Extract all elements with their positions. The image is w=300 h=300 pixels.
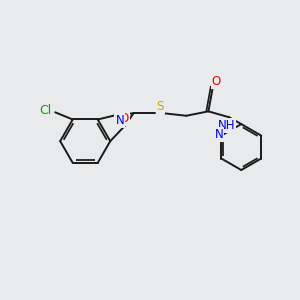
Text: Cl: Cl xyxy=(40,104,52,117)
Text: N: N xyxy=(215,128,224,141)
Text: O: O xyxy=(119,112,129,125)
Text: N: N xyxy=(116,114,124,127)
Text: S: S xyxy=(157,100,164,113)
Text: NH: NH xyxy=(218,119,236,132)
Text: O: O xyxy=(212,75,221,88)
